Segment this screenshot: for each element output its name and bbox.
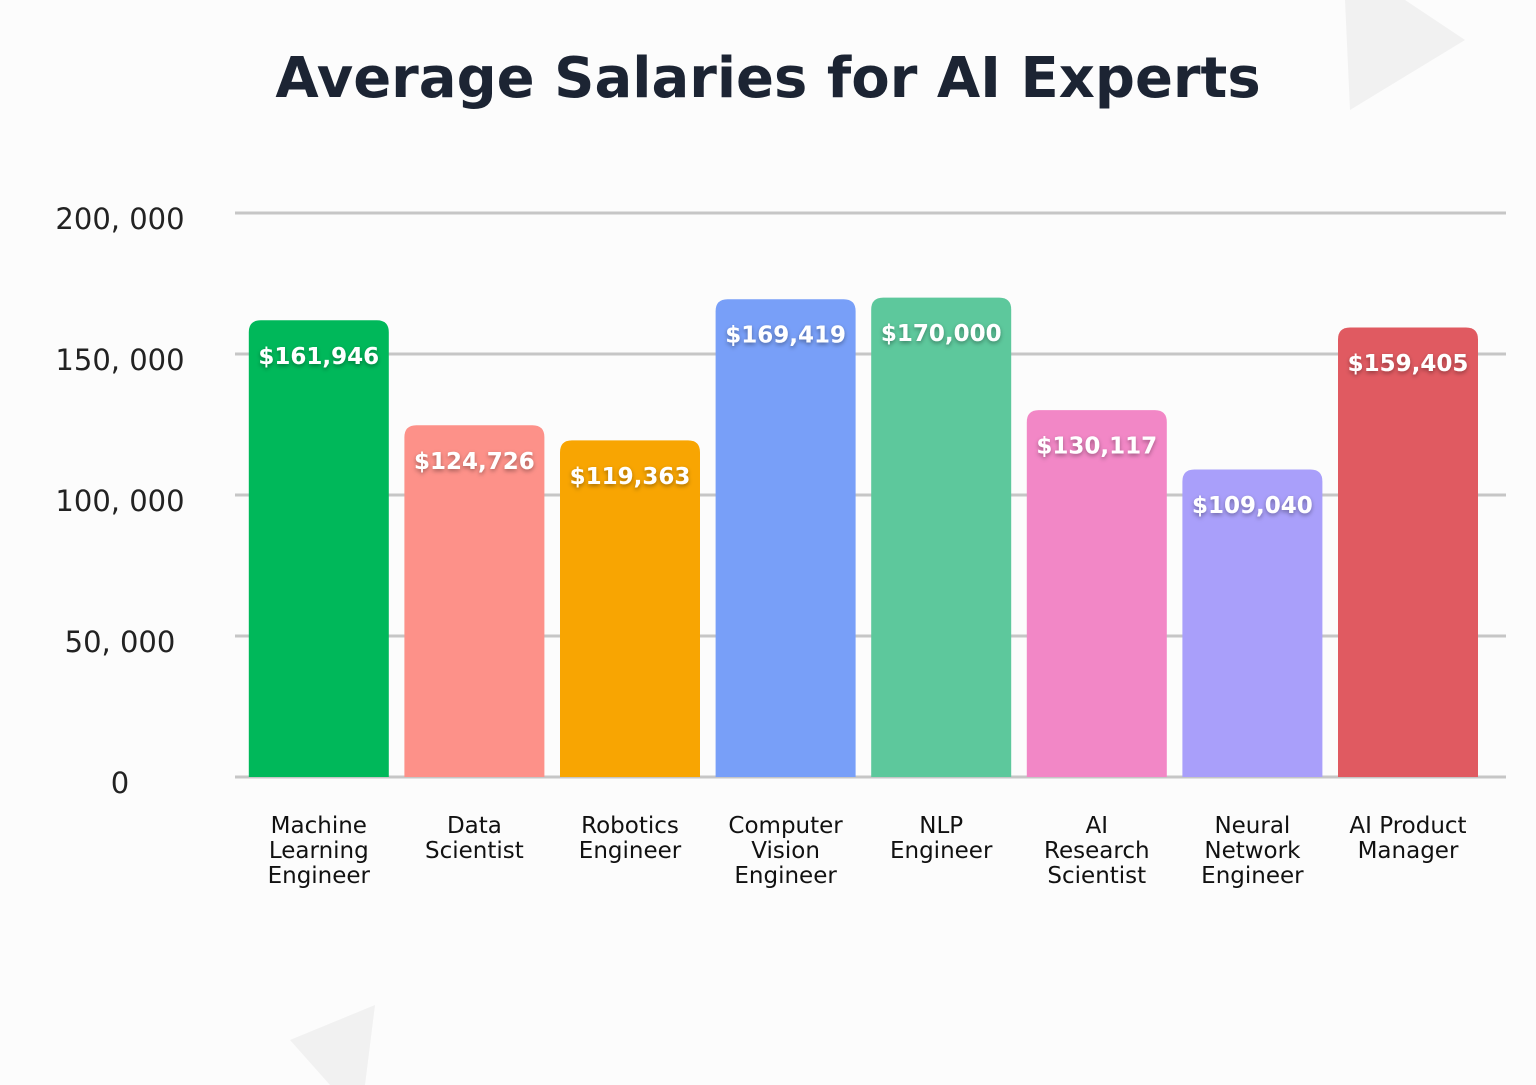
y-tick-label: 150, 000 [55, 343, 184, 377]
x-tick-label: Data Scientist [425, 813, 524, 864]
value-label: $130,117 [1036, 434, 1157, 460]
y-tick-label: 0 [111, 766, 129, 800]
y-tick-label: 100, 000 [55, 484, 184, 518]
value-label: $169,419 [725, 323, 846, 349]
y-tick-label: 200, 000 [55, 202, 184, 236]
bar [1182, 469, 1323, 777]
value-label: $124,726 [414, 449, 535, 475]
x-tick-label: Robotics Engineer [579, 813, 682, 864]
x-tick-label: Computer Vision Engineer [728, 813, 843, 889]
grid: 0 50, 000 100, 000 150, 000 200, 000 [55, 202, 1506, 800]
bar [1026, 410, 1167, 777]
bar [715, 299, 856, 777]
value-label: $170,000 [881, 321, 1002, 347]
value-label: $161,946 [258, 344, 379, 370]
x-tick-label: AI Product Manager [1349, 813, 1466, 864]
decoration [290, 1005, 375, 1085]
bars: Machine Learning Engineer $161,946 Data Scien… [248, 297, 1478, 889]
value-label: $159,405 [1348, 351, 1469, 377]
x-tick-label: Machine Learning Engineer [268, 813, 371, 889]
decoration [1345, 0, 1465, 110]
bar [560, 440, 700, 777]
chart-title: Average Salaries for AI Experts [275, 46, 1260, 111]
bar [404, 425, 545, 777]
y-tick-label: 50, 000 [65, 625, 176, 659]
bar [871, 297, 1012, 777]
x-tick-label: AI Research Scientist [1044, 813, 1150, 889]
bar [1338, 327, 1478, 777]
value-label: $119,363 [570, 464, 691, 490]
x-tick-label: NLP Engineer [890, 813, 993, 864]
bar [248, 320, 389, 777]
x-tick-label: Neural Network Engineer [1201, 813, 1304, 889]
value-label: $109,040 [1192, 493, 1313, 519]
